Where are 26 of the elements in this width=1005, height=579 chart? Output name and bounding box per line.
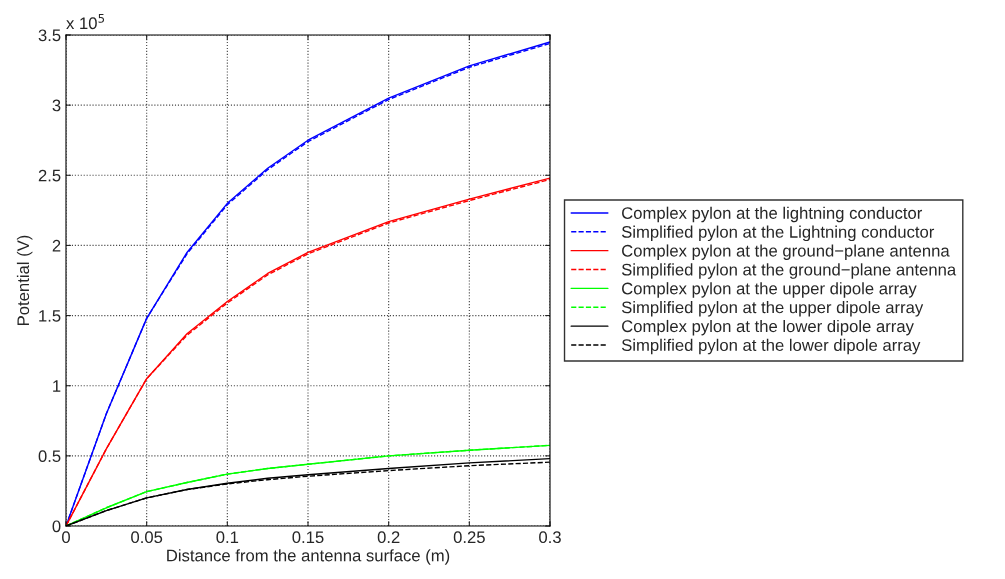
x-tick-label: 0.15: [292, 531, 324, 544]
y-tick-label: 1: [53, 380, 61, 392]
y-tick-label: 3.5: [38, 29, 61, 42]
x-tick-label: 0.05: [131, 531, 163, 544]
y-tick-label: 0.5: [38, 450, 61, 463]
legend-label: Simplified pylon at the upper dipole array: [621, 301, 924, 317]
x-tick-label: 0.1: [216, 531, 239, 544]
x-tick-label: 0.3: [539, 531, 561, 544]
y-tick-label: 0: [52, 520, 61, 533]
y-tick-label: 3: [52, 99, 61, 112]
y-tick-label: 1.5: [39, 310, 61, 322]
legend-label: Simplified pylon at the ground−plane antenna: [621, 263, 957, 279]
x-axis-title: Distance from the antenna surface (m): [167, 549, 450, 565]
x-tick-label: 0.25: [453, 531, 485, 544]
x-tick-label: 0: [62, 531, 70, 544]
y-axis-title: Potential (V): [16, 235, 33, 325]
legend-label: Complex pylon at the ground−plane antenna: [622, 244, 950, 260]
y-tick-label: 2: [52, 239, 61, 252]
legend-label: Complex pylon at the lightning conductor: [622, 206, 923, 223]
text: x 10$^{5}$: [66, 14, 105, 30]
legend-label: Simplified pylon at the lower dipole array: [621, 338, 921, 355]
legend-label: Simplified pylon at the Lightning conductor: [621, 225, 935, 242]
y-tick-label: 2.5: [38, 169, 61, 182]
legend-label: Complex pylon at the lower dipole array: [622, 319, 914, 336]
legend-label: Complex pylon at the upper dipole array: [622, 282, 917, 298]
x-tick-label: 0.2: [377, 531, 400, 544]
